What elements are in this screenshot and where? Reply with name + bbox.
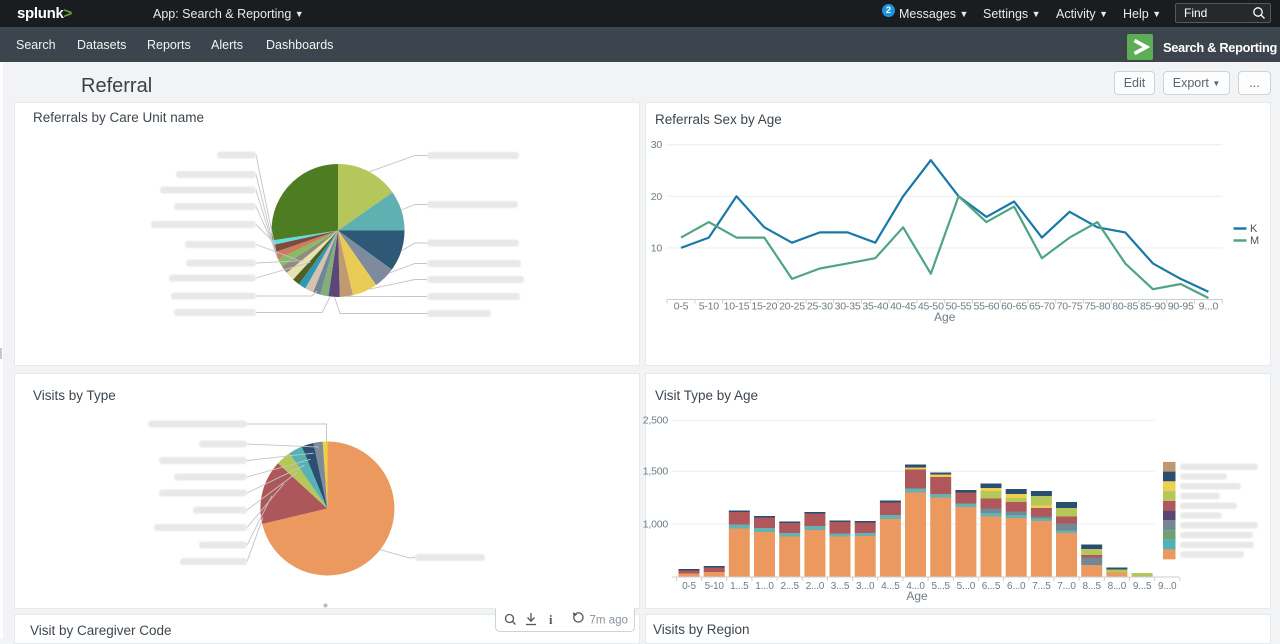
svg-text:1,500: 1,500 [643,466,669,478]
svg-text:70-75: 70-75 [1057,301,1083,313]
svg-text:7m ago: 7m ago [590,615,628,627]
svg-text:9...0: 9...0 [1158,581,1177,592]
svg-text:6...0: 6...0 [1007,581,1026,592]
svg-text:5...5: 5...5 [931,581,950,592]
svg-text:20: 20 [651,191,663,203]
svg-text:2...0: 2...0 [806,581,825,592]
svg-text:15-20: 15-20 [751,301,777,313]
svg-text:0-5: 0-5 [674,301,689,313]
svg-text:60-65: 60-65 [1001,301,1027,313]
svg-text:40-45: 40-45 [890,301,916,313]
svg-text:2...5: 2...5 [780,581,799,592]
svg-text:30: 30 [651,139,663,151]
svg-text:9...5: 9...5 [1133,581,1152,592]
svg-text:Age: Age [906,589,928,603]
svg-text:65-70: 65-70 [1029,301,1055,313]
svg-text:45-50: 45-50 [918,301,944,313]
svg-text:25-30: 25-30 [807,301,833,313]
svg-text:3...0: 3...0 [856,581,875,592]
svg-text:1,000: 1,000 [643,519,669,531]
svg-text:5-10: 5-10 [699,301,720,313]
svg-text:20-25: 20-25 [779,301,805,313]
svg-text:90-95: 90-95 [1168,301,1194,313]
svg-text:30-35: 30-35 [835,301,861,313]
svg-text:50-55: 50-55 [946,301,972,313]
svg-text:Age: Age [934,310,956,324]
svg-text:8...5: 8...5 [1082,581,1101,592]
svg-text:1...0: 1...0 [755,581,774,592]
svg-text:75-80: 75-80 [1084,301,1110,313]
svg-text:1...5: 1...5 [730,581,749,592]
svg-text:4...5: 4...5 [881,581,900,592]
svg-text:85-90: 85-90 [1140,301,1166,313]
svg-text:M: M [1250,235,1259,247]
svg-text:5-10: 5-10 [705,581,725,592]
svg-text:55-60: 55-60 [973,301,999,313]
svg-text:10-15: 10-15 [724,301,750,313]
svg-text:10: 10 [651,242,663,254]
svg-text:35-40: 35-40 [862,301,888,313]
svg-text:5...0: 5...0 [957,581,976,592]
svg-text:0-5: 0-5 [682,581,696,592]
svg-text:9...0: 9...0 [1199,301,1219,313]
svg-text:2,500: 2,500 [643,415,669,427]
svg-text:3...5: 3...5 [831,581,850,592]
svg-text:80-85: 80-85 [1112,301,1138,313]
svg-text:7...5: 7...5 [1032,581,1051,592]
svg-text:8...0: 8...0 [1108,581,1127,592]
svg-text:4...0: 4...0 [906,581,925,592]
svg-text:i: i [549,613,553,627]
svg-text:K: K [1250,223,1258,235]
svg-text:6...5: 6...5 [982,581,1001,592]
svg-text:7...0: 7...0 [1057,581,1076,592]
